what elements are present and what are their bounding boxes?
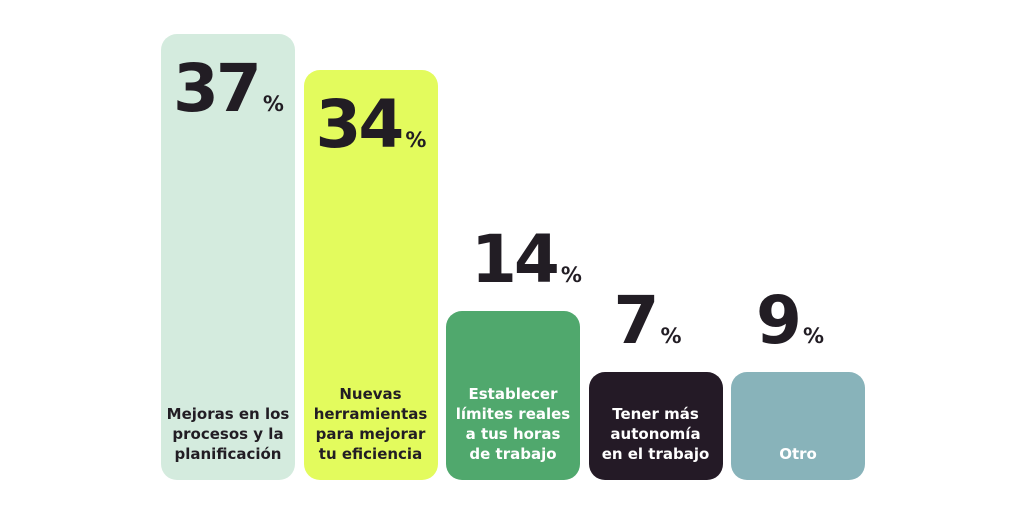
category-label: Nuevas herramientas para mejorar tu efic… <box>313 384 428 463</box>
value-number: 9 <box>756 281 802 359</box>
category-label: Tener más autonomía en el trabajo <box>601 405 710 463</box>
value-unit: % <box>405 128 427 153</box>
bar: Tener más autonomía en el trabajo <box>588 372 723 480</box>
value-unit: % <box>802 323 824 348</box>
value-number: 7 <box>613 282 660 359</box>
value-number: 37 <box>173 50 262 127</box>
category-label: Establecer límites reales a tus horas de… <box>455 384 571 463</box>
category-label: Otro <box>779 444 817 463</box>
value-unit: % <box>262 92 284 116</box>
bar: Establecer límites reales a tus horas de… <box>446 311 580 480</box>
value-unit: % <box>560 263 582 288</box>
value-label: 34% <box>316 92 427 158</box>
value-label: 7% <box>614 288 682 354</box>
value-number: 34 <box>315 86 405 164</box>
bar: Mejoras en los procesos y la planificaci… <box>161 34 295 480</box>
category-label: Mejoras en los procesos y la planificaci… <box>166 405 290 463</box>
value-label: 14% <box>471 227 582 293</box>
value-number: 14 <box>471 221 560 299</box>
bar: Nuevas herramientas para mejorar tu efic… <box>303 70 438 480</box>
value-label: 37% <box>173 56 284 122</box>
value-unit: % <box>660 324 682 348</box>
bar: Otro <box>731 371 865 480</box>
value-label: 9% <box>756 281 824 359</box>
